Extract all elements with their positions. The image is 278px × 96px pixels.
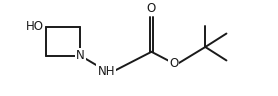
Text: HO: HO xyxy=(26,20,44,33)
Text: N: N xyxy=(76,49,85,62)
Text: O: O xyxy=(169,57,178,70)
Text: NH: NH xyxy=(98,65,115,77)
Text: O: O xyxy=(147,2,156,15)
